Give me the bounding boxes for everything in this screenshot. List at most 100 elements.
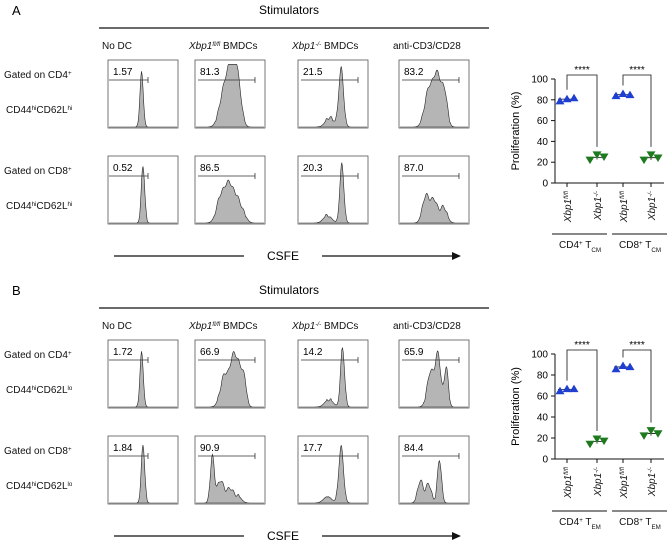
histogram-trace: [196, 179, 264, 224]
x-category-label: Xbp1fl/fl: [563, 466, 575, 499]
x-category-label: Xbp1-/-: [647, 191, 659, 221]
histogram-trace: [299, 347, 367, 408]
y-tick-label: 0: [542, 455, 548, 466]
data-point: [569, 384, 579, 393]
group-label: CD8+ TEM: [619, 517, 661, 531]
histogram-box: [398, 435, 470, 505]
x-category-label: Xbp1-/-: [593, 191, 605, 221]
y-axis-label: Proliferation (%): [510, 367, 522, 446]
histogram-box: [297, 435, 369, 505]
data-point: [562, 94, 572, 103]
y-tick-label: 40: [537, 413, 549, 424]
histogram-trace: [109, 351, 177, 408]
histogram-trace: [196, 64, 264, 128]
proliferation-chart: 0 20 40 60 80 100 Proliferation (%) **** **** Xbp…: [510, 65, 667, 254]
column-header: Xbp1-/- BMDCs: [291, 41, 358, 53]
row-label-phenotype: CD44hiCD62Llo: [6, 385, 73, 397]
panel-letter: B: [12, 283, 21, 298]
data-point: [639, 432, 649, 440]
histogram-box: [297, 155, 369, 225]
row-label-phenotype: CD44hiCD62Lhi: [6, 201, 72, 213]
histogram-trace: [196, 453, 264, 504]
column-header: anti-CD3/CD28: [393, 41, 461, 52]
y-tick-label: 20: [537, 158, 549, 169]
y-tick-label: 60: [537, 116, 549, 127]
significance-bracket: [566, 74, 598, 147]
y-tick-label: 40: [537, 137, 549, 148]
histogram-trace: [299, 445, 367, 504]
data-point: [555, 96, 565, 105]
data-point: [653, 154, 663, 163]
data-point: [592, 151, 602, 159]
gate-percentage: 87.0: [404, 163, 424, 174]
gate-percentage: 17.7: [303, 443, 323, 454]
data-point: [639, 156, 649, 165]
data-point: [611, 91, 621, 100]
column-header: Xbp1fl/fl BMDCs: [188, 321, 258, 333]
row-label-gate: Gated on CD8+: [4, 446, 72, 458]
gate-percentage: 66.9: [200, 347, 220, 358]
histogram-box: [297, 59, 369, 129]
proliferation-chart: 0 20 40 60 80 100 Proliferation (%) **** **** Xbp…: [510, 340, 667, 531]
panel-letter: A: [12, 3, 21, 18]
histogram-trace: [196, 351, 264, 408]
data-point: [555, 386, 565, 395]
data-point: [625, 90, 635, 99]
gate-percentage: 65.9: [404, 347, 424, 358]
y-tick-label: 80: [537, 95, 549, 106]
data-point: [599, 153, 609, 161]
column-header: Xbp1fl/fl BMDCs: [188, 41, 258, 53]
significance-bracket: [622, 349, 652, 423]
y-tick-label: 0: [542, 179, 548, 190]
row-label-gate: Gated on CD4+: [4, 350, 72, 362]
histogram-trace: [299, 162, 367, 224]
gate-percentage: 81.3: [200, 67, 220, 78]
data-point: [653, 430, 663, 438]
gate-percentage: 21.5: [303, 67, 323, 78]
histogram-trace: [299, 66, 367, 128]
data-point: [562, 384, 572, 393]
data-point: [592, 435, 602, 444]
gate-percentage: 20.3: [303, 163, 323, 174]
data-point: [569, 93, 579, 102]
gate-percentage: 0.52: [113, 163, 133, 174]
y-axis-label: Proliferation (%): [510, 92, 522, 171]
csfe-arrowhead: [452, 252, 461, 260]
y-tick-label: 20: [537, 434, 549, 445]
data-point: [611, 364, 621, 373]
data-point: [618, 89, 628, 98]
gate-percentage: 90.9: [200, 443, 220, 454]
x-category-label: Xbp1-/-: [647, 467, 659, 497]
csfe-axis-label: CSFE: [267, 249, 299, 263]
significance-bracket: [566, 349, 598, 432]
x-category-label: Xbp1fl/fl: [563, 190, 575, 223]
gate-percentage: 86.5: [200, 163, 220, 174]
group-label: CD4+ TEM: [559, 517, 601, 531]
stimulators-title: Stimulators: [259, 3, 319, 17]
stimulators-title: Stimulators: [259, 283, 319, 297]
histogram-trace: [400, 193, 468, 224]
column-header: No DC: [102, 321, 132, 332]
data-point: [646, 151, 656, 159]
significance-label: ****: [629, 65, 645, 76]
x-category-label: Xbp1-/-: [593, 467, 605, 497]
gate-percentage: 1.72: [113, 347, 133, 358]
significance-label: ****: [574, 340, 590, 351]
y-tick-label: 100: [531, 350, 548, 361]
y-tick-label: 100: [531, 75, 548, 86]
x-category-label: Xbp1fl/fl: [619, 190, 631, 223]
significance-label: ****: [574, 65, 590, 76]
row-label-phenotype: CD44hiCD62Llo: [6, 481, 73, 493]
x-category-label: Xbp1fl/fl: [619, 466, 631, 499]
histogram-trace: [109, 166, 177, 224]
group-label: CD4+ TCM: [559, 240, 601, 254]
gate-percentage: 84.4: [404, 443, 424, 454]
data-point: [599, 437, 609, 446]
histogram-trace: [109, 445, 177, 504]
gate-percentage: 1.57: [113, 67, 133, 78]
data-point: [585, 156, 595, 165]
csfe-axis-label: CSFE: [267, 529, 299, 543]
column-header: anti-CD3/CD28: [393, 321, 461, 332]
gate-percentage: 14.2: [303, 347, 323, 358]
column-header: Xbp1-/- BMDCs: [291, 321, 358, 333]
